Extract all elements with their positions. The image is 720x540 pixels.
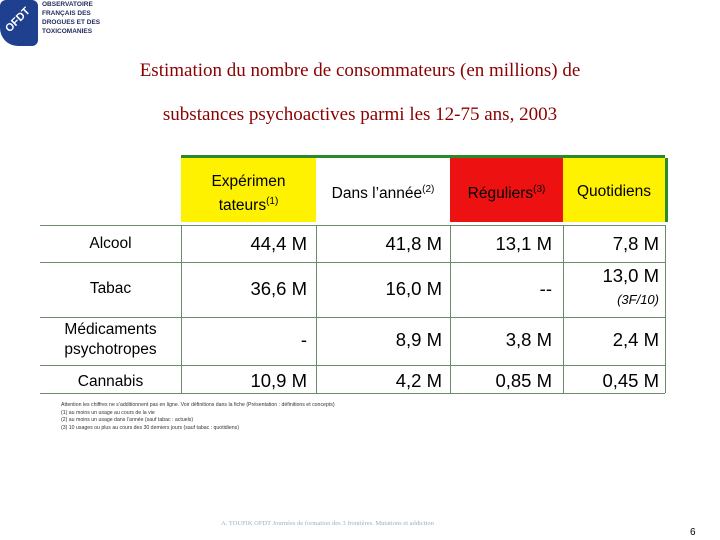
cell-alcool-experimentateurs: 44,4 M bbox=[250, 233, 307, 254]
cell-tabac-reguliers: -- bbox=[539, 278, 552, 299]
row-label-medicaments: Médicaments psychotropes bbox=[40, 320, 181, 360]
row-divider bbox=[40, 393, 665, 394]
cell-tabac-annee: 16,0 M bbox=[385, 278, 442, 299]
cell-cannabis-annee: 4,2 M bbox=[395, 370, 442, 391]
col-header-reguliers: Réguliers(3) bbox=[450, 180, 563, 204]
row-label-text: Médicaments bbox=[64, 321, 157, 338]
col-divider bbox=[316, 225, 317, 393]
footnote: (1) au moins un usage au cours de la vie bbox=[61, 409, 155, 416]
col-header-note: (1) bbox=[266, 196, 279, 207]
cell-cannabis-reguliers: 0,85 M bbox=[495, 370, 552, 391]
footnote: Attention les chiffres ne s’additionnent… bbox=[61, 402, 335, 408]
header-shade bbox=[181, 155, 665, 222]
row-label-alcool: Alcool bbox=[89, 235, 132, 252]
col-header-text: Expérimen bbox=[211, 173, 286, 190]
logo-line: TOXICOMANIES bbox=[42, 28, 93, 35]
logo-line: OBSERVATOIRE bbox=[42, 1, 93, 8]
cell-medicaments-annee: 8,9 M bbox=[395, 329, 442, 350]
col-header-dans-annee: Dans l’année(2) bbox=[316, 180, 450, 204]
row-divider bbox=[40, 225, 665, 226]
header-bg-reguliers bbox=[450, 155, 563, 222]
col-header-text: Réguliers bbox=[467, 185, 534, 203]
col-header-quotidiens: Quotidiens bbox=[563, 182, 665, 202]
logo-badge: OFDT bbox=[0, 0, 38, 46]
cell-medicaments-reguliers: 3,8 M bbox=[505, 329, 552, 350]
header-shade-right bbox=[665, 158, 668, 222]
col-divider bbox=[450, 225, 451, 393]
cell-tabac-quotidiens: 13,0 M bbox=[602, 265, 659, 286]
col-header-experimentateurs: Expérimen tateurs(1) bbox=[181, 172, 316, 216]
cell-medicaments-quotidiens: 2,4 M bbox=[612, 329, 659, 350]
page-number: 6 bbox=[690, 527, 696, 538]
slide-footer: A. TOUFIK OFDT Journées de formation des… bbox=[221, 520, 434, 527]
row-label-text: psychotropes bbox=[64, 341, 157, 358]
col-header-note: (3) bbox=[533, 184, 546, 195]
row-divider bbox=[40, 365, 665, 366]
footnote: (2) au moins un usage dans l’année (sauf… bbox=[61, 417, 194, 423]
col-header-note: (2) bbox=[422, 184, 435, 195]
logo-line: FRANÇAIS DES bbox=[42, 10, 91, 17]
cell-alcool-annee: 41,8 M bbox=[385, 233, 442, 254]
logo-text: OBSERVATOIRE FRANÇAIS DES DROGUES ET DES… bbox=[42, 0, 102, 36]
cell-tabac-quotidiens-note: (3F/10) bbox=[617, 292, 659, 307]
col-divider bbox=[563, 225, 564, 393]
ofdt-logo: OFDT OBSERVATOIRE FRANÇAIS DES DROGUES E… bbox=[0, 0, 100, 50]
cell-alcool-reguliers: 13,1 M bbox=[495, 233, 552, 254]
row-divider bbox=[40, 262, 665, 263]
cell-cannabis-experimentateurs: 10,9 M bbox=[250, 370, 307, 391]
cell-tabac-experimentateurs: 36,6 M bbox=[250, 278, 307, 299]
footnote: (3) 10 usages ou plus au cours des 30 de… bbox=[61, 424, 239, 431]
slide-title-line2: substances psychoactives parmi les 12-75… bbox=[162, 104, 558, 125]
cell-alcool-quotidiens: 7,8 M bbox=[612, 233, 659, 254]
row-divider bbox=[40, 317, 665, 318]
logo-line: DROGUES ET DES bbox=[42, 19, 101, 26]
cell-medicaments-experimentateurs: - bbox=[300, 329, 307, 350]
col-divider bbox=[665, 225, 666, 393]
cell-cannabis-quotidiens: 0,45 M bbox=[602, 370, 659, 391]
row-label-cannabis: Cannabis bbox=[77, 373, 144, 390]
logo-badge-text: OFDT bbox=[3, 5, 33, 35]
header-bg-experimentateurs bbox=[181, 155, 316, 222]
footnotes: Attention les chiffres ne s’additionnent… bbox=[61, 402, 335, 432]
col-header-text: Quotidiens bbox=[576, 183, 652, 200]
col-header-text: tateurs bbox=[218, 197, 267, 215]
slide-title-line1: Estimation du nombre de consommateurs (e… bbox=[139, 60, 581, 81]
col-header-text: Dans l’année bbox=[331, 185, 423, 203]
header-bg-quotidiens bbox=[563, 155, 665, 222]
col-divider bbox=[181, 225, 182, 393]
row-label-tabac: Tabac bbox=[89, 280, 132, 297]
